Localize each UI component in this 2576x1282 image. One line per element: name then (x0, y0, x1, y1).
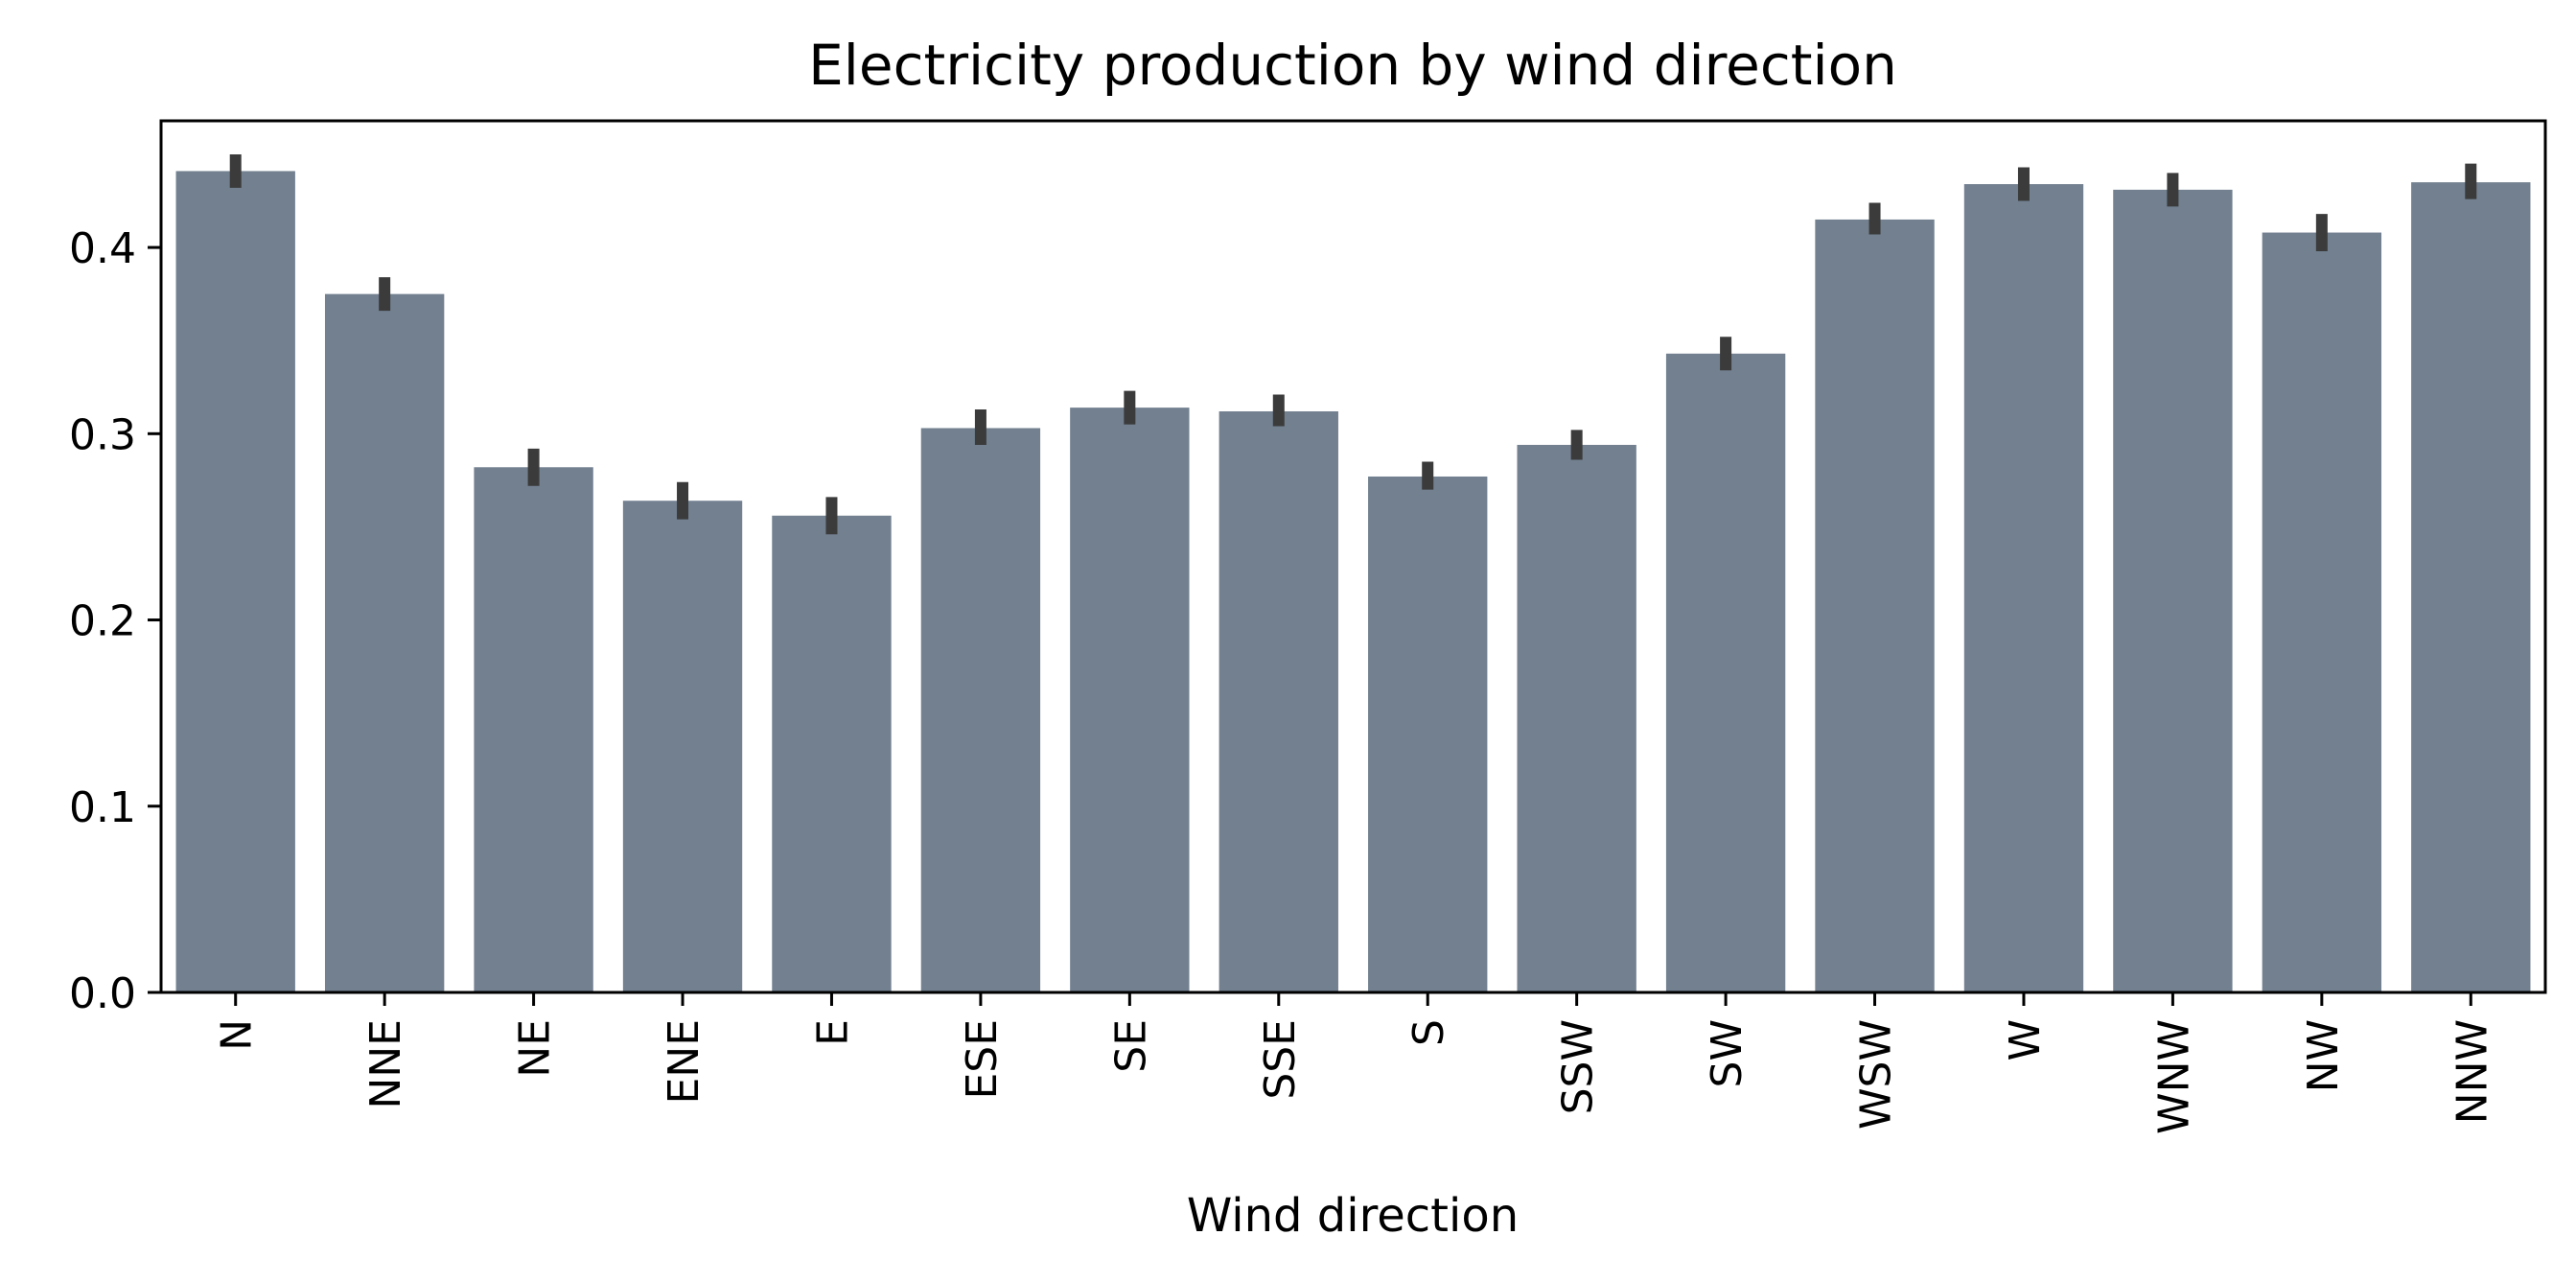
bars-layer (175, 171, 2531, 993)
x-axis: N NNE NE ENE E ESE SE SSE S SSW SW WSW W WNW NW NNW (213, 992, 2496, 1134)
x-tick-label-n: N (213, 1019, 262, 1051)
y-tick-label: 0.4 (69, 224, 136, 273)
bar-s (1368, 476, 1488, 992)
plot-frame (159, 119, 2547, 994)
x-tick-label-wsw: WSW (1852, 1019, 1901, 1130)
x-tick-label-ene: ENE (660, 1019, 708, 1105)
error-bars-layer (229, 153, 2477, 535)
bar-ene (622, 501, 743, 992)
bar-se (1070, 408, 1190, 993)
chart-title: Electricity production by wind direction (808, 33, 1897, 98)
x-tick-label-sse: SSE (1256, 1019, 1305, 1100)
bar-e (772, 515, 892, 992)
bar-ese (920, 428, 1041, 992)
x-tick-label-nw: NW (2299, 1019, 2348, 1092)
x-tick-label-ese: ESE (958, 1019, 1007, 1100)
x-axis-label: Wind direction (1187, 1189, 1519, 1243)
x-tick-label-se: SE (1106, 1019, 1155, 1073)
bar-nnw (2411, 182, 2531, 992)
y-tick-label: 0.2 (69, 597, 136, 646)
x-tick-label-wnw: WNW (2149, 1019, 2198, 1134)
x-tick-label-w: W (2001, 1019, 2050, 1061)
bar-sse (1218, 411, 1338, 992)
bar-sw (1665, 353, 1786, 992)
bar-wsw (1815, 219, 1935, 992)
bar-w (1963, 184, 2084, 993)
x-tick-label-e: E (808, 1019, 857, 1046)
bar-ne (474, 467, 593, 992)
x-tick-label-s: S (1404, 1019, 1453, 1046)
x-tick-label-nnw: NNW (2448, 1019, 2496, 1124)
bar-nne (324, 293, 445, 992)
bar-wnw (2113, 189, 2233, 993)
x-tick-label-nne: NNE (361, 1019, 410, 1109)
y-tick-label: 0.0 (69, 969, 136, 1018)
x-tick-label-ne: NE (511, 1019, 560, 1078)
bar-ssw (1517, 444, 1636, 992)
bar-n (175, 171, 295, 992)
y-tick-label: 0.1 (69, 783, 136, 832)
x-tick-label-ssw: SSW (1554, 1019, 1603, 1114)
y-tick-label: 0.3 (69, 410, 136, 459)
y-axis: 0.0 0.1 0.2 0.3 0.4 (69, 224, 161, 1018)
bar-nw (2262, 232, 2382, 993)
x-tick-label-sw: SW (1703, 1019, 1752, 1087)
